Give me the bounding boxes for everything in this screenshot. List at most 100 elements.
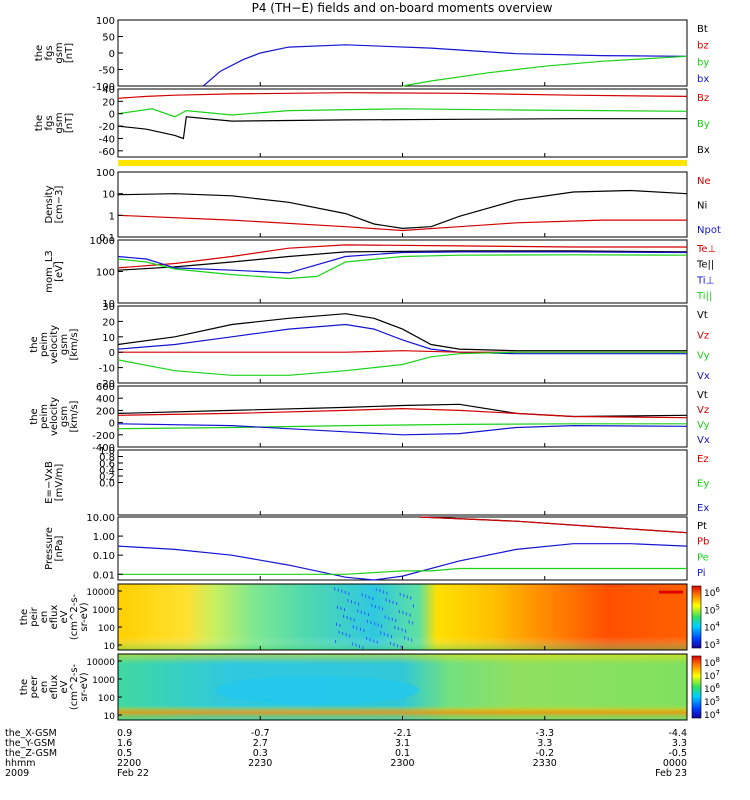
colorbar-label: 103 <box>704 638 720 651</box>
heatmap-speckle <box>374 622 376 626</box>
heatmap-shading-peir_spec <box>118 584 687 650</box>
panel-fgl: 100 50 0 -50 -100 Bt bz by bx the fgs gsm [nT] <box>34 16 709 93</box>
ylabel-line: [eV] <box>54 261 65 282</box>
legend-item: Vt <box>697 390 708 401</box>
legend-item: Vx <box>697 435 710 446</box>
heatmap-speckle <box>335 640 337 643</box>
heatmap-speckle <box>388 616 390 620</box>
legend-item: by <box>697 57 709 68</box>
ylabel-line: the <box>19 609 30 625</box>
heatmap-speckle <box>377 623 379 627</box>
ytick-label: 100 <box>98 624 115 634</box>
ylabel-line: velocity <box>49 397 60 436</box>
series-pressure-Pb <box>419 516 688 534</box>
heatmap-speckle <box>370 621 372 624</box>
series-peir-Vz <box>117 407 688 419</box>
legend-item: Bz <box>697 93 709 104</box>
series-peim-Vy <box>117 351 687 376</box>
legend-item: bz <box>697 41 709 52</box>
xaxis-value: 3.3 <box>537 738 552 749</box>
heatmap-speckle <box>410 596 412 600</box>
panel-peim: 30 20 10 0 -10 -20 Vt Vz Vy Vx the peim velocity gsm[… <box>29 302 710 390</box>
heatmap-speckle <box>368 595 370 599</box>
heatmap-speckle <box>348 592 350 596</box>
xaxis-row-label: 2009 <box>5 768 29 779</box>
legend-item: Pi <box>697 568 706 579</box>
legend-item: By <box>697 119 710 130</box>
heatmap-speckle <box>401 628 403 632</box>
ytick-label: 20 <box>102 97 115 108</box>
ytick-label: 0.1 <box>99 233 115 244</box>
heatmap-speckle <box>372 597 374 601</box>
xaxis-value: 0.3 <box>253 748 268 759</box>
heatmap-speckle <box>336 622 337 626</box>
ylabel-line: en <box>39 611 50 624</box>
ylabel-line: peim <box>39 332 50 357</box>
heatmap-speckle <box>378 606 380 610</box>
heatmap-speckle <box>343 614 345 618</box>
heatmap-speckle <box>376 640 378 644</box>
ytick-label: -40 <box>99 134 115 145</box>
ylabel-line: the <box>29 336 40 352</box>
legend-item: Bx <box>697 145 710 156</box>
series-fgs-Bx <box>117 116 687 140</box>
heatmap-speckle <box>385 598 387 602</box>
heatmap-speckle <box>359 627 361 631</box>
ylabel-line: E=−VxB <box>44 461 55 504</box>
ylabel-line: mom_L3 <box>44 250 55 293</box>
ytick-label: 0.4 <box>99 466 115 477</box>
heatmap-speckle <box>359 644 360 648</box>
ylabel-line: (cm^2-s- <box>69 593 80 640</box>
heatmap-speckle <box>382 607 383 611</box>
ytick-label: 10.00 <box>86 513 115 524</box>
series-temp-Te⊥ <box>117 244 687 269</box>
heatmap-speckle <box>371 603 373 607</box>
xaxis-row-label: hhmm <box>5 758 36 769</box>
panel-temp: 1000 100 10 Te⊥ Te|| Ti⊥ Ti|| mom_L3 [eV] <box>44 236 716 310</box>
heatmap-speckle <box>337 588 339 592</box>
series-temp-Ti|| <box>117 254 688 280</box>
heatmap-speckle <box>394 625 396 629</box>
series-fgs-By <box>117 108 688 118</box>
heatmap-speckle <box>351 642 353 646</box>
heatmap-speckle <box>390 641 391 645</box>
heatmap-speckle <box>354 601 356 605</box>
legend-item: Ne <box>697 176 711 187</box>
colorbar-label: 104 <box>704 708 720 721</box>
ytick-label: -400 <box>92 443 115 454</box>
heatmap-speckle <box>384 615 386 619</box>
heatmap-speckle <box>407 637 409 641</box>
xaxis-value: Feb 23 <box>655 768 687 779</box>
ytick-label: 10 <box>104 712 116 722</box>
series-peir-Vy <box>117 423 687 430</box>
heatmap-hot-streak <box>659 590 683 594</box>
xaxis-value: -3.3 <box>535 728 554 739</box>
ytick-label: -10 <box>99 364 115 375</box>
ytick-label: 10000 <box>86 588 115 598</box>
heatmap-speckle <box>399 592 401 596</box>
series-peim-Vt <box>117 313 687 352</box>
series-fgs-Bz <box>117 92 688 99</box>
heatmap-speckle <box>397 644 399 648</box>
heatmap-speckle <box>381 624 383 628</box>
colorbar-label: 106 <box>704 682 720 695</box>
ytick-label: 10 <box>102 190 115 201</box>
heatmap-speckle <box>361 593 363 597</box>
xaxis-value: 2200 <box>117 758 141 769</box>
ytick-label: 0.0 <box>99 479 115 490</box>
panel-pressure: 10.00 1.00 0.10 0.01 Pt Pb Pe Pi Pressure [nPa] <box>44 513 709 581</box>
ylabel-line: peir <box>29 606 40 626</box>
series-peir-Vt <box>117 403 688 418</box>
ylabel-line: gsm <box>59 334 70 355</box>
ytick-label: 0.6 <box>99 459 115 470</box>
heatmap-speckle <box>413 604 414 608</box>
ytick-label: 100 <box>96 16 115 27</box>
xaxis-value: -0.2 <box>535 748 554 759</box>
colorbar-label: 104 <box>704 621 720 634</box>
panel-frame <box>117 305 688 384</box>
heatmap-speckle <box>395 619 397 623</box>
heatmap-speckle <box>358 602 360 606</box>
colorbar-label: 108 <box>704 656 720 669</box>
